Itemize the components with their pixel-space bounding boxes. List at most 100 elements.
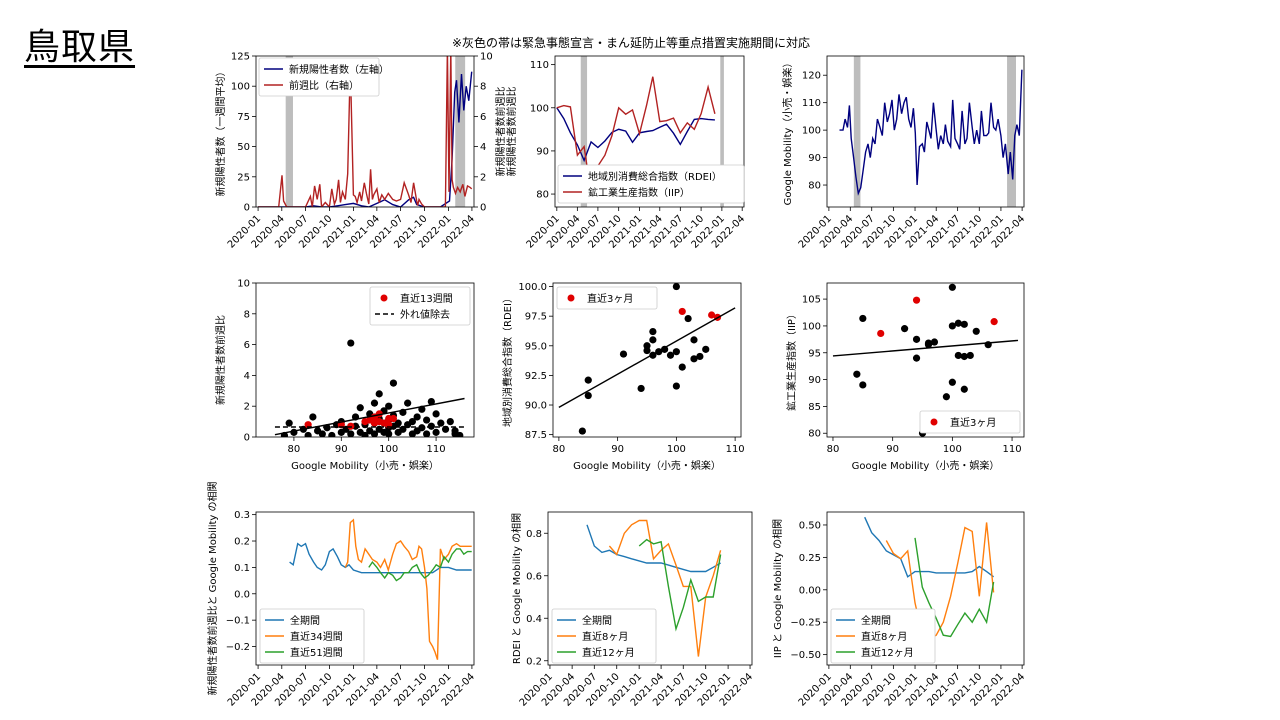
y-tick-label: 90.0 xyxy=(525,401,547,412)
y-tick-label: 8 xyxy=(244,309,250,320)
legend-box xyxy=(557,164,745,204)
scatter-point xyxy=(643,342,651,350)
scatter-point xyxy=(432,410,440,418)
y2-tick-label: 4 xyxy=(480,142,486,153)
shaded-band xyxy=(1007,56,1016,207)
y-axis-label: IIP と Google Mobility の相関 xyxy=(771,519,784,658)
y-tick-label: 0.1 xyxy=(234,563,250,574)
plot-area xyxy=(556,56,724,207)
scatter-point xyxy=(432,428,440,436)
series-line xyxy=(556,76,716,195)
y-tick-label: 87.5 xyxy=(525,430,547,441)
plot-area xyxy=(864,516,995,640)
legend-label: 直近3ヶ月 xyxy=(587,292,633,305)
scatter-point xyxy=(423,430,431,437)
y-tick-label: 100 xyxy=(530,103,549,114)
series-line xyxy=(258,71,473,207)
scatter-point xyxy=(394,419,402,427)
shaded-band xyxy=(455,56,466,207)
x-tick-label: 80 xyxy=(288,444,301,455)
x-axis-label: Google Mobility（小売・娯楽） xyxy=(573,459,721,472)
y-axis-label: 新規陽性者数前週比 xyxy=(505,87,518,177)
y-tick-label: 110 xyxy=(530,60,549,71)
scatter-point xyxy=(901,325,909,333)
y-tick-label: 0.00 xyxy=(799,585,821,596)
y-axis-label: 新規陽性者数（一週間平均） xyxy=(214,67,227,197)
series-line xyxy=(556,107,715,163)
chart-corr-cases: 2020-012020-042020-072020-102021-012021-… xyxy=(206,481,477,708)
scatter-point xyxy=(413,413,421,421)
y-tick-label: 97.5 xyxy=(525,312,547,323)
y-tick-label: 100 xyxy=(231,82,250,93)
y2-tick-label: 0 xyxy=(480,203,486,214)
scatter-point xyxy=(619,350,628,358)
shaded-band xyxy=(720,56,724,207)
legend-marker xyxy=(380,294,388,302)
y2-axis-label: 新規陽性者数前週比 xyxy=(494,87,507,177)
y-tick-label: 120 xyxy=(802,71,821,82)
scatter-point xyxy=(427,397,435,406)
legend-box xyxy=(551,608,657,664)
scatter-point xyxy=(877,329,885,338)
chart-cases: 2020-012020-042020-072020-102021-012021-… xyxy=(214,52,507,251)
legend-label: 鉱工業生産指数（IIP） xyxy=(588,186,690,199)
scatter-point xyxy=(389,414,398,423)
x-axis-label: Google Mobility（小売・娯楽） xyxy=(852,459,1000,472)
scatter-point xyxy=(649,327,657,336)
scatter-point xyxy=(427,422,435,430)
scatter-point xyxy=(423,416,431,424)
legend-label: 全期間 xyxy=(290,614,320,627)
shaded-band xyxy=(853,56,861,207)
legend-label: 直近34週間 xyxy=(290,630,343,643)
x-tick-label: 90 xyxy=(886,444,899,455)
plot-frame xyxy=(826,511,1025,666)
legend-label: 直近12ヶ月 xyxy=(582,646,635,659)
scatter-point xyxy=(696,352,704,361)
scatter-point xyxy=(966,351,974,360)
plot-area xyxy=(839,56,1023,207)
scatter-point xyxy=(318,430,326,437)
chart-corr-rdei: 2020-012020-042020-072020-102021-012021-… xyxy=(510,511,755,709)
y-tick-label: 50 xyxy=(237,142,250,153)
shading-note: ※灰色の帯は緊急事態宣言・まん延防止等重点措置実施期間に対応 xyxy=(452,36,811,50)
y-tick-label: 2 xyxy=(244,402,250,413)
y-tick-label: 6 xyxy=(244,340,250,351)
plot-frame xyxy=(547,511,753,666)
legend-box xyxy=(919,410,1021,434)
y-tick-label: 110 xyxy=(802,98,821,109)
legend-label: 直近51週間 xyxy=(290,646,343,659)
scatter-point xyxy=(375,390,383,398)
chart-scatter-cases: 80 90 100 110 0 2 4 6 8 10 Google Mobility（小売・娯楽） 新… xyxy=(214,279,475,472)
plot-frame xyxy=(826,55,1025,208)
scatter-point xyxy=(285,419,293,427)
y-tick-label: 0.25 xyxy=(799,553,821,564)
scatter-point xyxy=(853,370,861,378)
y-tick-label: 100 xyxy=(802,321,821,332)
scatter-point xyxy=(948,283,956,291)
y-axis-label: 新規陽性者数前週比と Google Mobility の相関 xyxy=(206,481,219,695)
legend-label: 直近8ヶ月 xyxy=(861,630,907,643)
x-tick-label: 90 xyxy=(335,444,348,455)
y-tick-label: 0.6 xyxy=(526,571,542,582)
y-tick-label: 90 xyxy=(808,153,821,164)
scatter-point xyxy=(356,404,364,412)
y-tick-label: 0.2 xyxy=(526,656,542,667)
x-tick-label: 100 xyxy=(667,444,686,455)
y-tick-label: −0.2 xyxy=(226,642,250,653)
x-tick-label: 100 xyxy=(379,444,398,455)
chart-rdei: 2020-012020-042020-072020-102021-012021-… xyxy=(505,55,747,251)
legend-box xyxy=(830,608,936,664)
scatter-point xyxy=(661,345,669,353)
scatter-point xyxy=(370,399,379,407)
y-tick-label: 80 xyxy=(536,190,549,201)
y-axis-label: 新規陽性者数前週比 xyxy=(214,315,227,405)
scatter-point xyxy=(960,352,968,361)
scatter-point xyxy=(404,399,412,407)
legend-label: 直近13週間 xyxy=(400,292,453,305)
scatter-point xyxy=(672,348,680,356)
y-tick-label: 75 xyxy=(237,112,250,123)
plot-area xyxy=(258,56,473,207)
y-tick-label: 100.0 xyxy=(518,282,547,293)
scatter-point xyxy=(960,320,968,328)
plot-frame xyxy=(255,511,475,666)
